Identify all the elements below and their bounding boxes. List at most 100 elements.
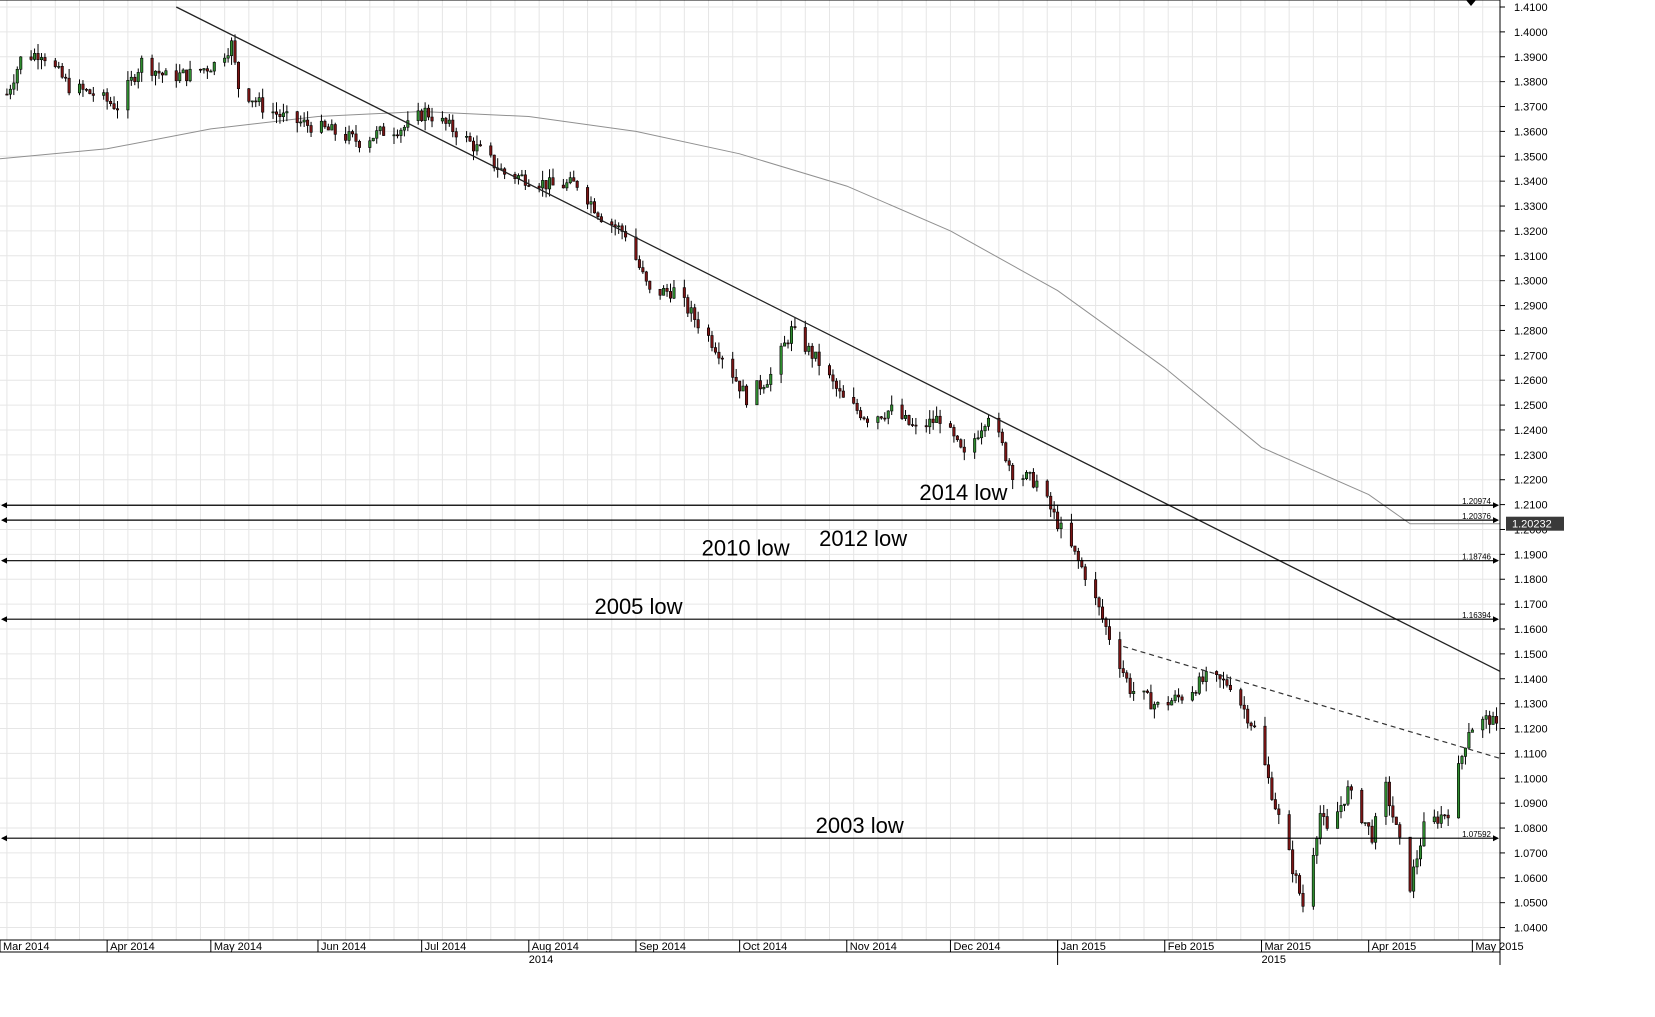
candle-body [793, 326, 797, 328]
candle-body [1384, 781, 1388, 817]
candle-body [924, 425, 928, 428]
candle-body [1418, 845, 1423, 860]
candle-body [838, 388, 842, 392]
candle-body [610, 221, 614, 226]
grid [0, 0, 1500, 940]
candle-body [617, 225, 621, 228]
candle-body [1011, 464, 1015, 480]
arrow-right-icon [1493, 517, 1499, 524]
candle-body [451, 119, 455, 132]
candle-body [1374, 816, 1378, 843]
x-month-label: Feb 2015 [1168, 941, 1214, 953]
candle-body [589, 201, 593, 205]
x-month-label: Jan 2015 [1061, 941, 1106, 953]
candle-body [613, 224, 617, 227]
candle-body [520, 174, 524, 177]
candle-body [980, 430, 984, 439]
candle-body [1094, 579, 1098, 599]
candle-body [116, 108, 120, 111]
y-tick-label: 1.3100 [1514, 251, 1548, 263]
candle-body [1152, 704, 1156, 710]
arrow-right-icon [1493, 502, 1499, 509]
candle-body [1467, 732, 1471, 749]
y-tick-label: 1.0800 [1514, 823, 1548, 835]
arrow-left-icon [1, 616, 7, 623]
level-tag: 1.20376 [1462, 512, 1491, 521]
candle-body [1443, 814, 1447, 817]
candle-body [886, 410, 890, 419]
candle-body [326, 126, 330, 131]
candle-body [399, 129, 403, 136]
candle-body [1045, 480, 1049, 497]
candle-body [468, 136, 472, 142]
candle-body [596, 212, 600, 217]
candle-body [1491, 716, 1495, 725]
candle-body [575, 180, 579, 188]
candle-body [105, 92, 109, 102]
candle-body [682, 287, 686, 298]
candle-body [188, 68, 192, 82]
candle-body [1349, 786, 1353, 791]
candle-body [1412, 866, 1416, 892]
axes: 1.4100 1.4000 1.3900 1.3800 1.3700 1.3600 1.35… [0, 0, 1564, 966]
candle-body [1387, 781, 1391, 807]
candle-body [783, 342, 787, 347]
candle-body [1097, 597, 1101, 608]
candle-body [1024, 472, 1029, 479]
candle-body [285, 111, 289, 114]
candle-body [81, 83, 85, 90]
candle-body [879, 416, 883, 419]
arrow-left-icon [1, 557, 7, 564]
candle-body [1000, 431, 1004, 444]
candle-body [592, 201, 596, 214]
moving-average-line [0, 110, 1500, 525]
candle-body [1398, 824, 1402, 838]
candle-body [295, 111, 299, 124]
candle-body [1311, 855, 1315, 907]
x-month-label: Apr 2014 [110, 941, 155, 953]
candle-body [1101, 606, 1105, 619]
candle-body [261, 97, 265, 113]
candle-body [720, 357, 724, 360]
candle-body [831, 374, 835, 382]
candle-body [1239, 689, 1243, 706]
candle-body [738, 380, 742, 392]
candle-body [769, 373, 773, 385]
y-tick-label: 1.1100 [1514, 748, 1547, 760]
y-tick-label: 1.0900 [1514, 798, 1548, 810]
candle-body [1052, 508, 1056, 513]
x-month-label: Jul 2014 [425, 941, 467, 953]
candle-body [1083, 566, 1087, 580]
candle-body [637, 259, 641, 268]
candle-body [1277, 808, 1281, 815]
candle-body [1180, 696, 1184, 701]
candle-body [876, 416, 880, 423]
candle-body [402, 126, 406, 131]
candle-body [1253, 725, 1257, 728]
candle-body [1470, 729, 1474, 733]
candle-body [1342, 803, 1346, 806]
y-tick-label: 1.1600 [1514, 624, 1548, 636]
x-month-label: May 2015 [1475, 941, 1523, 953]
candle-body [157, 70, 161, 74]
candle-body [1287, 814, 1291, 851]
candle-body [392, 134, 396, 137]
candle-body [900, 404, 904, 419]
candle-body [1201, 676, 1205, 682]
y-tick-label: 1.1200 [1514, 724, 1548, 736]
candle-body [693, 307, 697, 320]
candle-body [1346, 786, 1350, 805]
candle-body [368, 140, 372, 148]
candle-body [1291, 849, 1295, 875]
candle-body [1315, 838, 1319, 856]
level-tag: 1.20974 [1462, 497, 1491, 506]
candle-body [1322, 813, 1326, 817]
y-tick-label: 1.4100 [1514, 2, 1548, 14]
candle-body [1197, 676, 1201, 694]
candle-body [883, 417, 887, 420]
candles [5, 34, 1499, 913]
candle-body [223, 57, 227, 63]
candle-body [178, 72, 182, 82]
arrow-left-icon [1, 502, 7, 509]
candle-body [1432, 816, 1436, 823]
